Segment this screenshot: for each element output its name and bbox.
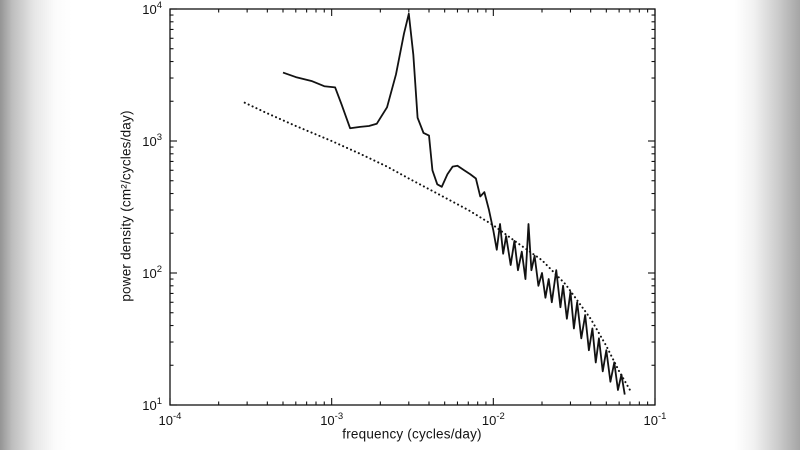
- y-tick-label: 103: [142, 132, 162, 149]
- x-tick-label: 10-3: [320, 411, 343, 428]
- y-axis-label: power density (cm²/cycles/day): [118, 110, 134, 302]
- x-axis-label: frequency (cycles/day): [342, 426, 482, 442]
- y-tick-label: 101: [142, 396, 162, 413]
- y-tick-label: 104: [142, 0, 162, 17]
- x-tick-label: 10-4: [159, 411, 182, 428]
- x-tick-label: 10-2: [482, 411, 505, 428]
- dotted-fit-line: [243, 101, 631, 391]
- plot-box: [169, 8, 656, 406]
- x-tick-label: 10-1: [644, 411, 667, 428]
- y-tick-label: 102: [142, 264, 162, 281]
- solid-spectrum-line: [282, 12, 626, 395]
